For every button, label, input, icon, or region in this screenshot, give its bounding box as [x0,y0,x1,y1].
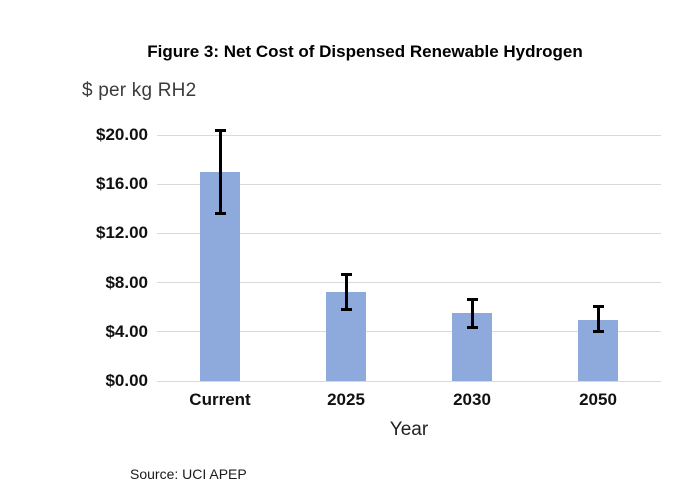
gridline [157,232,661,234]
bar-slot [283,135,409,381]
y-axis-tick-labels: $0.00 $4.00 $8.00 $12.00 $16.00 $20.00 [60,125,148,390]
gridline [157,282,661,284]
y-tick-label: $12.00 [96,223,148,243]
x-axis-title: Year [389,419,429,440]
y-tick-label: $4.00 [105,321,148,341]
plot-area [157,129,661,382]
x-tick-label: Current [189,390,251,409]
error-bar-cap-bottom [592,329,604,333]
gridline [157,134,661,136]
y-axis-title: $ per kg RH2 [82,80,197,101]
error-bar-cap-bottom [214,211,226,215]
error-bar [340,273,352,311]
source-note: Source: UCI APEP [130,466,247,482]
gridline [157,380,661,382]
figure-title: Figure 3: Net Cost of Dispensed Renewabl… [147,42,583,61]
error-bar [466,297,478,330]
error-bar-cap-bottom [340,307,352,311]
x-tick-label: 2025 [327,390,365,409]
x-axis-tick-labels: Current 2025 2030 2050 [157,390,661,410]
error-bar-line [344,274,348,310]
gridline [157,183,661,185]
error-bar-line [470,298,474,329]
error-bar-line [596,305,600,332]
error-bar-cap-top [592,304,604,308]
x-tick-label: 2030 [453,390,491,409]
error-bar-cap-top [214,129,226,133]
y-tick-label: $16.00 [96,174,148,194]
bar-slot [157,129,283,381]
error-bar [214,129,226,215]
y-tick-label: $20.00 [96,125,148,144]
error-bar-line [218,130,222,214]
bar-slot [409,135,535,381]
y-tick-label: $0.00 [105,371,148,390]
x-tick-label: 2050 [579,390,617,409]
error-bar-cap-bottom [466,326,478,330]
gridline [157,331,661,333]
error-bar-cap-top [466,297,478,301]
y-tick-label: $8.00 [105,272,148,292]
error-bar [592,304,604,333]
bar-slot [535,135,661,381]
error-bar-cap-top [340,273,352,277]
